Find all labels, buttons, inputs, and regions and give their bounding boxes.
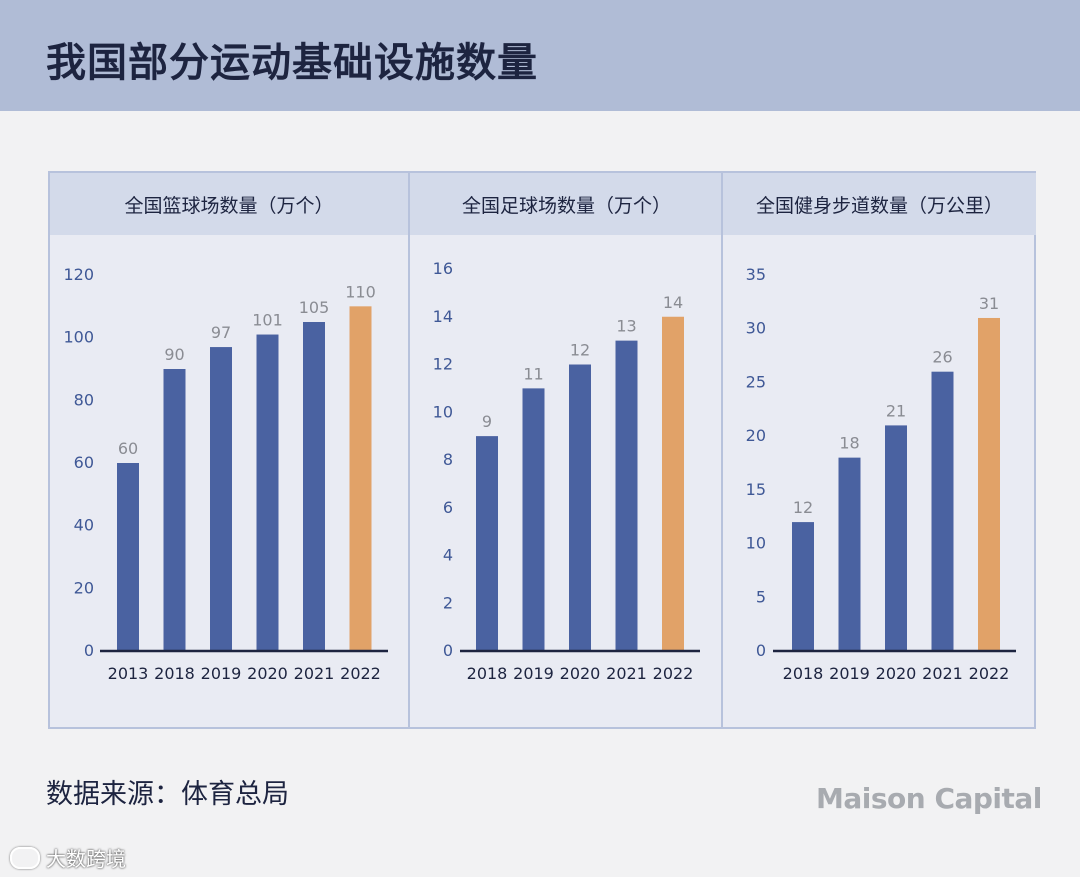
bar (117, 463, 139, 651)
data-label: 18 (839, 434, 859, 453)
chart-header: 全国足球场数量（万个） (410, 173, 723, 235)
bar (792, 522, 814, 651)
x-tick-label: 2018 (467, 664, 508, 683)
x-tick-label: 2021 (606, 664, 647, 683)
x-tick-label: 2021 (922, 664, 963, 683)
x-tick-label: 2022 (653, 664, 694, 683)
header-banner: 我国部分运动基础设施数量 (0, 0, 1080, 111)
data-label: 14 (663, 293, 683, 312)
y-tick-label: 30 (746, 319, 766, 338)
watermark-logo-icon (10, 846, 40, 869)
y-tick-label: 10 (433, 402, 453, 421)
data-source-note: 数据来源：体育总局 (46, 779, 289, 810)
x-tick-label: 2019 (201, 664, 242, 683)
data-label: 105 (299, 298, 330, 317)
chart-title: 全国健身步道数量（万公里） (755, 194, 1003, 217)
bar (256, 334, 279, 651)
y-tick-label: 0 (756, 641, 766, 660)
chart-header: 全国篮球场数量（万个） (50, 173, 408, 235)
football-chart-panel: 全国足球场数量（万个） 0 2 4 6 8 10 12 14 16 9 2018 11 2019 12 20… (408, 173, 723, 727)
y-tick-label: 6 (443, 498, 453, 517)
y-tick-label: 25 (746, 372, 766, 391)
page-title: 我国部分运动基础设施数量 (46, 40, 538, 86)
x-tick-label: 2018 (783, 664, 824, 683)
y-tick-label: 15 (746, 480, 766, 499)
fitness-trail-chart-panel: 全国健身步道数量（万公里） 0 5 10 15 20 25 30 35 12 2018 18 2019… (721, 173, 1036, 727)
bar (163, 369, 186, 651)
bar (522, 388, 545, 651)
y-tick-label: 14 (433, 307, 453, 326)
brand-logo: Maison Capital (816, 782, 1042, 815)
y-tick-label: 35 (746, 265, 766, 284)
data-label: 31 (979, 294, 999, 313)
bar (349, 306, 372, 651)
y-tick-label: 100 (63, 328, 94, 347)
basketball-bar-chart: 0 20 40 60 80 100 120 60 2013 90 2018 97 2019 101 2020… (63, 265, 388, 683)
y-tick-label: 40 (74, 516, 94, 535)
x-tick-label: 2021 (294, 664, 335, 683)
data-label: 90 (164, 345, 184, 364)
bar (303, 322, 325, 651)
y-tick-label: 0 (443, 641, 453, 660)
chart-title: 全国足球场数量（万个） (461, 194, 671, 217)
bar (615, 340, 638, 651)
data-label: 9 (482, 412, 492, 431)
y-tick-label: 5 (756, 587, 766, 606)
data-label: 12 (793, 498, 813, 517)
y-tick-label: 2 (443, 593, 453, 612)
chart-title: 全国篮球场数量（万个） (124, 194, 334, 217)
data-label: 21 (886, 401, 906, 420)
data-label: 13 (616, 317, 636, 336)
bar (838, 457, 861, 651)
chart-header: 全国健身步道数量（万公里） (723, 173, 1036, 235)
y-tick-label: 60 (74, 453, 94, 472)
y-tick-label: 80 (74, 390, 94, 409)
fitness-trail-bar-chart: 0 5 10 15 20 25 30 35 12 2018 18 2019 21 2020 26 2021 31… (746, 265, 1016, 683)
y-tick-label: 120 (63, 265, 94, 284)
data-label: 97 (211, 323, 231, 342)
bar (931, 371, 954, 651)
football-bar-chart: 0 2 4 6 8 10 12 14 16 9 2018 11 2019 12 2020 13 2021 14 20… (433, 259, 700, 683)
y-tick-label: 20 (74, 578, 94, 597)
x-tick-label: 2020 (876, 664, 917, 683)
bar (476, 436, 498, 651)
y-tick-label: 10 (746, 534, 766, 553)
basketball-chart-panel: 全国篮球场数量（万个） 0 20 40 60 80 100 120 60 2013 90 2018 9… (50, 173, 408, 727)
y-tick-label: 20 (746, 426, 766, 445)
y-tick-label: 16 (433, 259, 453, 278)
watermark: 大数跨境 (10, 843, 126, 872)
x-tick-label: 2022 (969, 664, 1010, 683)
bar (978, 317, 1000, 651)
data-label: 26 (932, 348, 952, 367)
x-tick-label: 2019 (829, 664, 870, 683)
data-label: 101 (252, 311, 283, 330)
bar (885, 425, 907, 651)
charts-frame: 全国篮球场数量（万个） 0 20 40 60 80 100 120 60 2013 90 2018 9… (48, 171, 1036, 729)
data-label: 110 (345, 282, 376, 301)
data-label: 12 (570, 341, 590, 360)
x-tick-label: 2013 (108, 664, 149, 683)
x-tick-label: 2020 (247, 664, 288, 683)
bar (569, 364, 591, 651)
x-tick-label: 2019 (513, 664, 554, 683)
x-tick-label: 2018 (154, 664, 195, 683)
y-tick-label: 8 (443, 450, 453, 469)
y-tick-label: 4 (443, 546, 453, 565)
data-label: 60 (118, 439, 138, 458)
x-tick-label: 2022 (340, 664, 381, 683)
x-tick-label: 2020 (560, 664, 601, 683)
watermark-text: 大数跨境 (46, 847, 126, 871)
bar (662, 316, 684, 651)
bar (210, 347, 232, 651)
y-tick-label: 12 (433, 355, 453, 374)
data-label: 11 (523, 364, 543, 383)
y-tick-label: 0 (84, 641, 94, 660)
